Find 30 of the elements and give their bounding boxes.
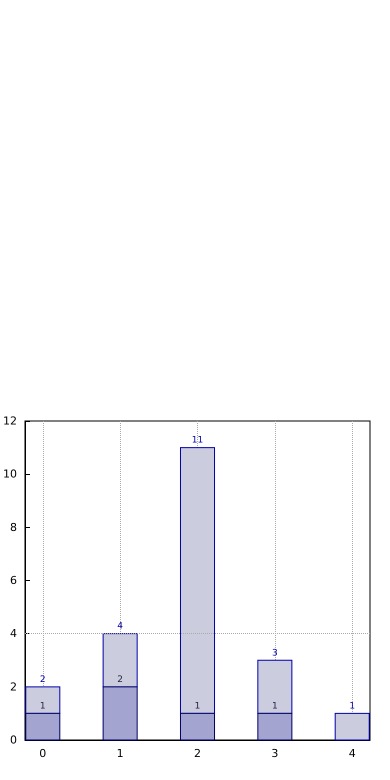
y-tick-label: 4 [10,627,17,640]
bar [334,712,370,740]
x-tick-label: 2 [194,747,201,760]
bar [180,712,216,740]
data-label: 2 [117,674,124,685]
total-label: 1 [349,701,356,712]
bar [25,712,60,740]
total-label: 3 [272,648,278,658]
y-tick-label: 10 [2,468,17,481]
x-tick-label: 1 [116,747,124,760]
y-tick-label: 2 [10,680,17,694]
bar [257,712,292,740]
y-tick-label: 6 [10,574,17,587]
bar [102,686,138,740]
bar [102,633,138,688]
data-label: 1 [272,701,278,712]
x-tick-label: 4 [348,747,356,760]
total-label: 4 [117,622,124,632]
y-tick-label: 12 [2,414,17,428]
x-tick-label: 3 [271,747,278,760]
data-label: 1 [40,701,46,712]
bar [257,660,292,714]
y-tick-label: 8 [10,520,17,534]
y-tick-label: 0 [10,734,17,746]
bar [25,686,60,714]
total-label: 2 [40,674,46,685]
bar [180,447,216,714]
data-label: 1 [194,701,200,712]
total-label: 11 [192,436,204,446]
x-tick-label: 0 [39,747,46,760]
